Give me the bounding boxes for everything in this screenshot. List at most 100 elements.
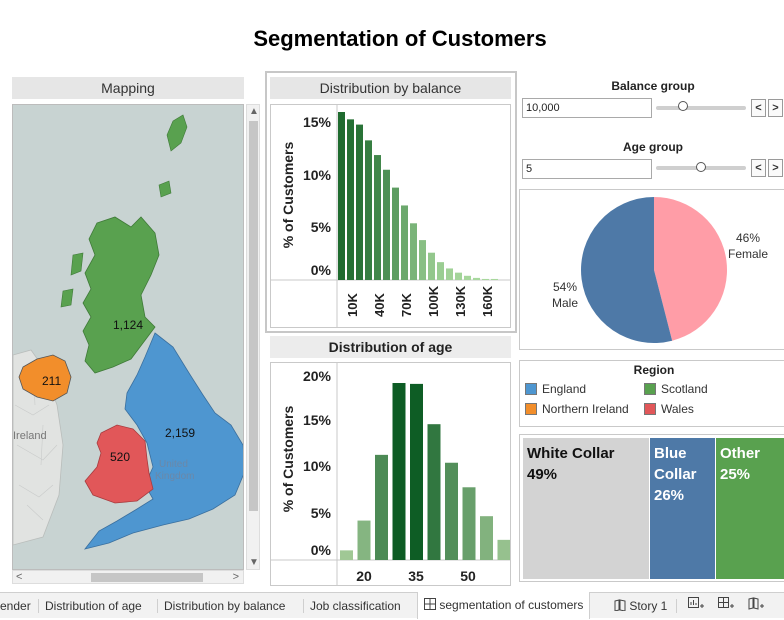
map-vertical-scrollbar[interactable]: ▲ ▼ [246, 104, 260, 570]
scroll-left-icon[interactable]: < [16, 571, 23, 583]
legend-label-northern-ireland: Northern Ireland [542, 402, 629, 416]
label-scotland: 1,124 [113, 318, 143, 332]
balance-group-prev-button[interactable]: < [751, 99, 766, 117]
legend-item-northern-ireland[interactable]: Northern Ireland [525, 402, 629, 416]
balance-bar-3[interactable] [365, 140, 372, 280]
scroll-right-icon[interactable]: > [232, 571, 239, 583]
tab-story-label: Story 1 [629, 599, 668, 613]
balance-bar-16[interactable] [482, 278, 489, 280]
balance-chart-header: Distribution by balance [270, 77, 511, 99]
balance-bar-10[interactable] [428, 252, 435, 280]
age-group-input[interactable]: 5 [522, 159, 652, 179]
age-bar-9[interactable] [497, 539, 511, 560]
region-england[interactable] [83, 332, 244, 550]
age-group-next-button[interactable]: > [768, 159, 783, 177]
tab-story-1[interactable]: Story 1 [608, 593, 673, 619]
region-legend: Region England Scotland Northern Ireland… [519, 360, 784, 427]
legend-item-scotland[interactable]: Scotland [644, 382, 708, 396]
age-chart[interactable]: % of Customers 20% 15% 10% 5% 0% 20 35 5… [270, 362, 511, 586]
age-ytick-0: 0% [311, 542, 332, 558]
balance-bar-13[interactable] [455, 272, 462, 280]
age-xtick-50: 50 [460, 568, 476, 584]
new-worksheet-button[interactable] [682, 593, 710, 619]
balance-bar-6[interactable] [392, 187, 399, 280]
region-map[interactable]: 1,124 211 520 2,159 Ireland United Kingd… [12, 104, 244, 570]
pie-male-label: Male [552, 296, 578, 310]
tree-cell-white-collar[interactable]: White Collar 49% [523, 438, 649, 579]
legend-item-england[interactable]: England [525, 382, 586, 396]
age-ytick-15: 15% [303, 412, 332, 428]
tab-gender[interactable]: ender [0, 599, 31, 613]
age-bar-2[interactable] [375, 454, 388, 560]
age-bar-4[interactable] [410, 383, 423, 560]
balance-group-slider-knob[interactable] [678, 101, 688, 111]
age-ytick-20: 20% [303, 368, 332, 384]
balance-bars[interactable] [338, 112, 498, 280]
tree-cell-other[interactable]: Other 25% [716, 438, 784, 579]
tab-job-classification[interactable]: Job classification [310, 599, 401, 613]
tab-distribution-by-balance[interactable]: Distribution by balance [164, 599, 286, 613]
balance-bar-11[interactable] [437, 262, 444, 280]
balance-group-slider[interactable] [656, 106, 746, 110]
scroll-up-icon[interactable]: ▲ [249, 106, 259, 117]
age-bar-6[interactable] [445, 462, 458, 560]
uk-map[interactable]: 1,124 211 520 2,159 Ireland United Kingd… [13, 105, 244, 570]
balance-group-input[interactable]: 10,000 [522, 98, 652, 118]
region-wales[interactable] [84, 424, 154, 504]
region-northern-ireland[interactable] [18, 354, 72, 402]
new-dashboard-button[interactable] [712, 593, 740, 619]
age-bar-8[interactable] [480, 516, 493, 560]
label-wales: 520 [110, 450, 130, 464]
age-xtick-35: 35 [408, 568, 424, 584]
map-horizontal-scrollbar[interactable]: < > [12, 570, 244, 584]
balance-bar-8[interactable] [410, 223, 417, 280]
age-bar-0[interactable] [340, 550, 353, 560]
balance-bar-5[interactable] [383, 169, 390, 280]
age-ytick-10: 10% [303, 458, 332, 474]
gender-pie-chart[interactable]: 46% Female 54% Male [519, 189, 784, 350]
tab-distribution-of-age[interactable]: Distribution of age [45, 599, 142, 613]
balance-bar-14[interactable] [464, 275, 471, 280]
tab-segmentation-of-customers[interactable]: segmentation of customers [417, 592, 591, 619]
pie-slice-female[interactable] [654, 197, 728, 341]
map-vscroll-thumb[interactable] [249, 121, 258, 511]
blue-collar-label-line2: Collar [654, 466, 697, 483]
age-bar-5[interactable] [427, 424, 441, 560]
balance-ytick-0: 0% [311, 262, 332, 278]
story-icon [614, 594, 626, 620]
balance-bar-2[interactable] [356, 124, 363, 280]
scroll-down-icon[interactable]: ▼ [249, 557, 259, 568]
balance-chart[interactable]: % of Customers 15% 10% 5% 0% 10K 40K 70K… [270, 104, 511, 328]
region-scotland[interactable] [82, 216, 160, 374]
age-chart-header: Distribution of age [270, 336, 511, 358]
tree-cell-blue-collar[interactable]: Blue Collar 26% [650, 438, 715, 579]
balance-group-next-button[interactable]: > [768, 99, 783, 117]
age-bar-3[interactable] [392, 383, 406, 560]
label-uk-line2: Kingdom [155, 471, 194, 482]
balance-bar-4[interactable] [374, 155, 381, 280]
balance-xtick-130k: 130K [453, 285, 468, 317]
age-group-slider-knob[interactable] [696, 162, 706, 172]
region-scotland-shetland [166, 114, 188, 152]
balance-chart-selection[interactable] [265, 71, 517, 333]
blue-collar-pct: 26% [654, 487, 685, 504]
legend-swatch-wales [644, 403, 656, 415]
balance-bar-15[interactable] [473, 277, 480, 280]
balance-bar-0[interactable] [338, 112, 345, 280]
age-bar-1[interactable] [357, 520, 371, 560]
age-bars[interactable] [340, 383, 511, 560]
legend-item-wales[interactable]: Wales [644, 402, 694, 416]
map-hscroll-thumb[interactable] [91, 573, 203, 582]
legend-swatch-scotland [644, 383, 656, 395]
balance-bar-12[interactable] [446, 268, 453, 280]
balance-bar-9[interactable] [419, 240, 426, 280]
new-story-button[interactable] [742, 593, 770, 619]
balance-bar-17[interactable] [491, 278, 498, 280]
age-group-prev-button[interactable]: < [751, 159, 766, 177]
balance-bar-7[interactable] [401, 205, 408, 280]
pie-slice-male[interactable] [581, 197, 673, 343]
age-bar-7[interactable] [462, 487, 476, 560]
blue-collar-label-line1: Blue [654, 445, 687, 462]
job-classification-treemap[interactable]: White Collar 49% Blue Collar 26% Other 2… [519, 434, 784, 582]
balance-bar-1[interactable] [347, 119, 354, 280]
